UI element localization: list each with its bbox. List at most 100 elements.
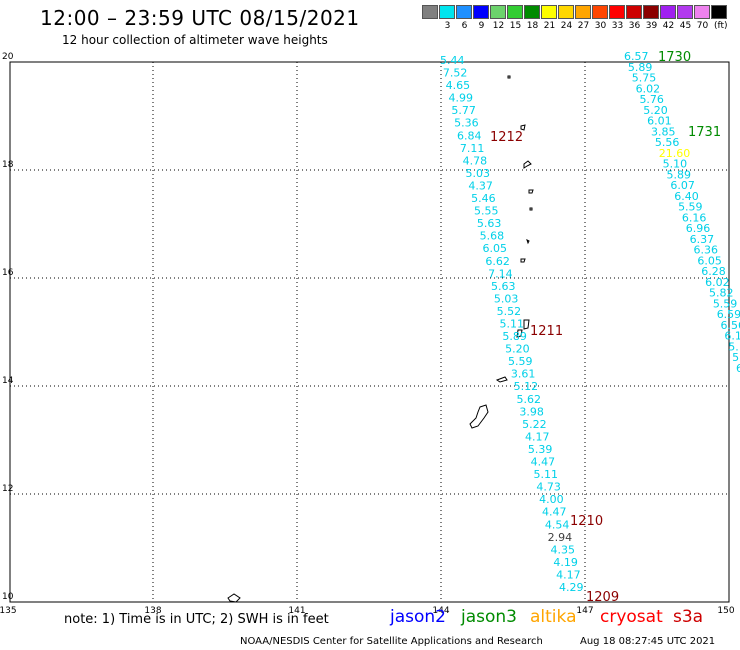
wave-height-value: 5.36 — [454, 117, 479, 130]
wave-height-value: 5.20 — [643, 104, 668, 117]
legend-s3a: s3a — [673, 607, 704, 627]
island-guam — [469, 404, 489, 429]
wave-height-value: 6.57 — [624, 50, 649, 63]
wave-height-value: 5.22 — [522, 418, 547, 431]
lat-tick-label: 16 — [2, 268, 14, 278]
wave-height-value: 6.36 — [694, 244, 719, 257]
wave-height-value: 6.01 — [647, 115, 672, 128]
wave-height-value: 5.63 — [491, 280, 516, 293]
wave-height-value: 5.77 — [451, 104, 476, 117]
lon-tick-label: 141 — [288, 606, 305, 616]
generated-timestamp: Aug 18 08:27:45 UTC 2021 — [580, 636, 716, 647]
wave-height-value: 6.02 — [636, 82, 661, 95]
wave-height-value: 4.73 — [536, 481, 561, 494]
pass-number-label: 1212 — [490, 130, 523, 145]
island-outlines — [227, 75, 534, 603]
wave-height-value: 4.17 — [525, 430, 550, 443]
lon-tick-label: 150 — [717, 606, 734, 616]
color-swatch — [711, 5, 727, 19]
color-scale-label: 70 — [696, 21, 709, 31]
color-swatch — [524, 5, 540, 19]
wave-height-value: 5.44 — [440, 54, 465, 67]
latitude-ticks: 20 18 16 14 12 10 — [2, 52, 14, 602]
wave-height-value: 3.61 — [511, 368, 536, 381]
longitude-ticks: 135 138 141 144 147 150 — [0, 606, 735, 616]
wave-height-value: 2.94 — [548, 531, 573, 544]
wave-height-value: 6.1 — [724, 330, 740, 343]
color-swatch — [558, 5, 574, 19]
legend-cryosat: cryosat — [600, 607, 663, 627]
pass-number-label: 1730 — [658, 50, 691, 65]
color-scale-label: 3 — [444, 21, 451, 31]
lat-tick-label: 12 — [2, 484, 13, 494]
lat-tick-label: 14 — [2, 376, 14, 386]
wave-height-value: 4.54 — [545, 518, 570, 531]
wave-height-value: 6.84 — [457, 129, 482, 142]
wave-height-value: 6.40 — [674, 190, 699, 203]
wave-height-value: 5.59 — [508, 355, 533, 368]
color-scale-label: 33 — [611, 21, 624, 31]
wave-height-value: 4.78 — [463, 154, 488, 167]
wave-height-value: 4.99 — [449, 92, 474, 105]
lon-tick-label: 135 — [0, 606, 17, 616]
color-scale-bar — [422, 5, 728, 19]
color-scale-label: 45 — [679, 21, 692, 31]
wave-height-value: 5. — [732, 351, 740, 364]
wave-height-value: 5.82 — [709, 287, 734, 300]
color-swatch — [541, 5, 557, 19]
wave-height-value: 7.52 — [443, 67, 468, 80]
wave-height-value: 6.62 — [485, 255, 510, 268]
lat-tick-label: 10 — [2, 592, 14, 602]
wave-height-value: 4.17 — [556, 568, 581, 581]
lat-lon-grid — [9, 61, 730, 603]
lat-tick-label: 18 — [2, 160, 14, 170]
wave-height-value: 6.37 — [690, 233, 715, 246]
wave-height-value: 6.02 — [705, 276, 730, 289]
wave-height-value: 5.76 — [639, 93, 664, 106]
wave-height-value: 4.35 — [551, 543, 576, 556]
wave-height-value: 5.11 — [500, 318, 525, 331]
color-swatch — [694, 5, 710, 19]
color-scale-label: 27 — [577, 21, 590, 31]
island-guguan — [529, 207, 533, 211]
wave-height-value: 4.47 — [542, 506, 567, 519]
wave-height-value: 5.62 — [517, 393, 542, 406]
wave-height-value: 6.96 — [686, 222, 711, 235]
credit-line: NOAA/NESDIS Center for Satellite Applica… — [240, 636, 543, 647]
plot-frame — [9, 61, 730, 603]
color-scale-label: 24 — [560, 21, 573, 31]
wave-height-value: 5.89 — [628, 61, 653, 74]
island-pagan — [523, 160, 532, 169]
color-swatch — [473, 5, 489, 19]
wave-height-value: 6.59 — [717, 308, 740, 321]
color-scale-label: 21 — [543, 21, 556, 31]
pass-labels: 1212 1211 1210 1209 1730 1731 — [490, 50, 721, 605]
island-rota — [495, 376, 508, 383]
color-scale-label: 9 — [478, 21, 485, 31]
legend-altika: altika — [530, 607, 577, 627]
wave-height-value: 6.05 — [483, 242, 508, 255]
color-scale-unit: (ft) — [714, 21, 728, 31]
island-saipan — [523, 319, 530, 330]
island-anatahan — [520, 258, 526, 263]
island-west — [227, 593, 241, 603]
wave-height-value: 7.14 — [488, 267, 512, 280]
wave-height-value: 5.68 — [480, 230, 505, 243]
wave-height-value: 5.75 — [632, 72, 657, 85]
color-scale-label: 42 — [662, 21, 675, 31]
wave-height-value: 5.56 — [655, 136, 680, 149]
wave-height-value: 4.47 — [531, 456, 556, 469]
wave-height-value: 5.03 — [494, 292, 519, 305]
wave-height-value: 6.16 — [682, 211, 707, 224]
wave-height-value: 5.03 — [466, 167, 491, 180]
wave-height-value: 6.05 — [697, 254, 722, 267]
pass-number-label: 1209 — [586, 590, 619, 605]
wave-height-value: 5.89 — [502, 330, 527, 343]
legend-jason2: jason2 — [390, 607, 446, 627]
wave-height-value: 5.59 — [678, 201, 703, 214]
color-swatch — [575, 5, 591, 19]
wave-height-value: 5.59 — [713, 297, 738, 310]
island-tinian — [516, 329, 523, 338]
color-scale-label: 12 — [492, 21, 505, 31]
